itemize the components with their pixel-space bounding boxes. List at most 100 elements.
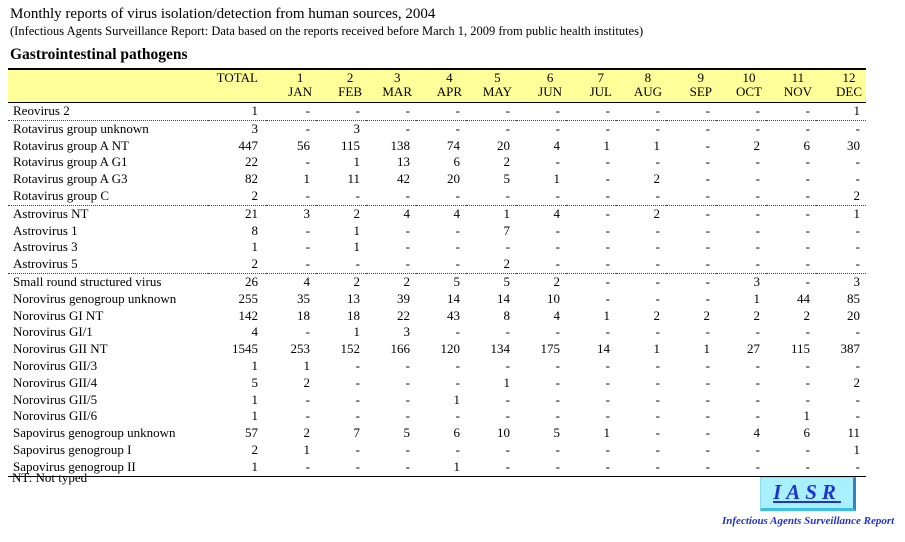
value-cell: 1 <box>753 290 761 306</box>
value-cell: 1 <box>816 102 866 121</box>
value-cell: - <box>755 391 760 407</box>
value-cell: - <box>655 222 660 238</box>
value-cell: 21 <box>245 205 258 221</box>
value-cell: - <box>705 374 710 390</box>
value-cell: 2 <box>503 154 511 170</box>
value-cell: 11 <box>847 425 860 441</box>
value-cell: - <box>455 374 460 390</box>
value-cell: 1 <box>453 391 461 407</box>
value-cell: 1 <box>503 205 511 221</box>
value-cell: - <box>705 441 710 457</box>
value-cell: 2 <box>816 187 866 206</box>
column-header-nov: 11 NOV <box>766 68 816 103</box>
table-row: Sapovirus genogroup II 1- - -1- - - - - - - - <box>8 458 866 477</box>
pathogen-report-table: TOTAL 1 JAN 2 FEB 3 MAR 4 APR 5 MAY 6 JUN 7 JUL 8 AUG 9 SE… <box>8 68 866 477</box>
value-cell: 3 <box>303 205 311 221</box>
value-cell: 7 <box>503 222 511 238</box>
value-cell: - <box>455 324 460 340</box>
value-cell: 14 <box>597 341 610 357</box>
value-cell: - <box>755 374 760 390</box>
row-label: Norovirus GII/6 <box>13 408 98 424</box>
value-cell: 82 <box>245 171 258 187</box>
value-cell: 3 <box>353 120 361 136</box>
column-header-jan: 1 JAN <box>266 68 316 103</box>
value-cell: 2 <box>653 307 661 323</box>
value-cell: 8 <box>503 307 511 323</box>
value-cell: 2 <box>303 425 311 441</box>
value-cell: - <box>755 171 760 187</box>
value-cell: 4 <box>553 307 561 323</box>
value-cell: 1 <box>603 137 611 153</box>
value-cell: - <box>555 441 560 457</box>
value-cell: - <box>705 222 710 238</box>
value-cell: - <box>655 374 660 390</box>
value-cell: 1 <box>603 425 611 441</box>
value-cell: 2 <box>403 273 411 289</box>
value-cell: - <box>505 408 510 424</box>
value-cell: - <box>605 273 610 289</box>
value-cell: 115 <box>790 341 810 357</box>
value-cell: - <box>605 171 610 187</box>
value-cell: 2 <box>251 441 259 457</box>
value-cell: 74 <box>447 137 460 153</box>
value-cell: - <box>855 154 860 170</box>
value-cell: - <box>355 357 360 373</box>
value-cell: 3 <box>753 273 761 289</box>
value-cell: - <box>605 441 610 457</box>
value-cell: - <box>805 154 810 170</box>
row-label: Norovirus genogroup unknown <box>13 290 177 306</box>
column-header-jun: 6 JUN <box>516 68 566 103</box>
value-cell: 13 <box>397 154 410 170</box>
value-cell: - <box>555 357 560 373</box>
value-cell: 4 <box>303 273 311 289</box>
value-cell: - <box>666 256 716 274</box>
value-cell: - <box>655 154 660 170</box>
value-cell: - <box>555 120 560 136</box>
value-cell: - <box>655 441 660 457</box>
value-cell: - <box>705 408 710 424</box>
value-cell: 2 <box>753 137 761 153</box>
value-cell: - <box>705 239 710 255</box>
value-cell: 1 <box>303 357 311 373</box>
value-cell: 1 <box>603 307 611 323</box>
value-cell: - <box>805 374 810 390</box>
value-cell: 39 <box>397 290 410 306</box>
value-cell: 27 <box>747 341 760 357</box>
row-label: Sapovirus genogroup I <box>13 441 132 457</box>
value-cell: - <box>405 374 410 390</box>
table-row: Norovirus GII/3 1 1 - - - - - - - - - - - <box>8 358 866 375</box>
value-cell: 18 <box>347 307 360 323</box>
value-cell: - <box>705 357 710 373</box>
value-cell: 2 <box>466 256 516 274</box>
value-cell: - <box>316 102 366 121</box>
value-cell: 1 <box>653 341 661 357</box>
value-cell: - <box>505 324 510 340</box>
value-cell: - <box>466 187 516 206</box>
value-cell: - <box>755 441 760 457</box>
row-label: Astrovirus 3 <box>13 239 78 255</box>
value-cell: - <box>766 458 816 477</box>
table-row: Norovirus GII/5 1 - - - 1 - - - - - - - - <box>8 392 866 409</box>
value-cell: - <box>605 154 610 170</box>
value-cell: 5 <box>453 273 461 289</box>
value-cell: - <box>516 458 566 477</box>
value-cell: 6 <box>803 137 811 153</box>
value-cell: 7 <box>353 425 361 441</box>
value-cell: 2 <box>353 273 361 289</box>
value-cell: - <box>616 187 666 206</box>
value-cell: 253 <box>290 341 311 357</box>
value-cell: - <box>555 408 560 424</box>
value-cell: - <box>605 205 610 221</box>
value-cell: 20 <box>847 307 860 323</box>
table-row: Norovirus GI NT 142 18 18 22 43 8 4 1 2 2 2 2 20 <box>8 308 866 325</box>
value-cell: - <box>605 374 610 390</box>
value-cell: 134 <box>490 341 511 357</box>
value-cell: - <box>405 239 410 255</box>
value-cell: 35 <box>297 290 310 306</box>
row-label: Small round structured virus <box>13 273 162 289</box>
section-heading: Gastrointestinal pathogens <box>10 46 188 63</box>
value-cell: - <box>516 187 566 206</box>
column-header-apr: 4 APR <box>416 68 466 103</box>
table-row: Rotavirus group unknown 3 - 3 - - - - - - - - - - <box>8 120 866 137</box>
row-label: Rotavirus group A NT <box>13 137 129 153</box>
